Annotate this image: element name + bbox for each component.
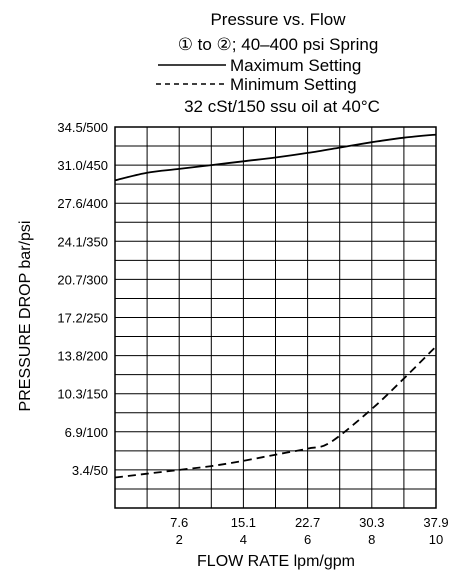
y-tick-labels: 3.4/50 6.9/100 10.3/150 13.8/200 17.2/250 20.…: [57, 120, 108, 478]
y-tick-label: 10.3/150: [57, 387, 108, 402]
x-tick-label-gpm: 4: [240, 532, 247, 547]
series-maximum-setting-line: [114, 133, 437, 182]
x-tick-label-lpm: 15.1: [231, 515, 256, 530]
x-tick-label-lpm: 30.3: [359, 515, 384, 530]
legend-minimum-label: Minimum Setting: [230, 75, 357, 94]
x-tick-label-gpm: 2: [176, 532, 183, 547]
y-tick-label: 3.4/50: [72, 463, 108, 478]
chart-title: Pressure vs. Flow: [210, 10, 346, 29]
y-tick-label: 20.7/300: [57, 272, 108, 287]
y-axis-label: PRESSURE DROP bar/psi: [17, 221, 34, 412]
y-tick-label: 6.9/100: [65, 425, 108, 440]
x-tick-label-gpm: 8: [368, 532, 375, 547]
y-tick-label: 17.2/250: [57, 311, 108, 326]
legend-maximum-label: Maximum Setting: [230, 56, 361, 75]
chart-grid: [114, 126, 437, 509]
x-tick-label-gpm: 6: [304, 532, 311, 547]
y-tick-label: 24.1/350: [57, 234, 108, 249]
series-minimum-setting-line: [114, 345, 437, 479]
x-tick-label-lpm: 7.6: [170, 515, 188, 530]
plot-frame: [114, 126, 437, 509]
x-tick-label-lpm: 37.9: [423, 515, 448, 530]
x-axis-label: FLOW RATE lpm/gpm: [197, 553, 355, 570]
y-tick-label: 13.8/200: [57, 349, 108, 364]
x-tick-label-lpm: 22.7: [295, 515, 320, 530]
x-tick-labels: 7.6 2 15.1 4 22.7 6 30.3 8 37.9 10: [170, 515, 448, 547]
x-tick-label-gpm: 10: [429, 532, 443, 547]
chart-subtitle: ① to ②; 40–400 psi Spring: [178, 35, 379, 54]
y-tick-label: 34.5/500: [57, 120, 108, 135]
y-tick-label: 27.6/400: [57, 196, 108, 211]
y-tick-label: 31.0/450: [57, 158, 108, 173]
chart-header: Pressure vs. Flow ① to ②; 40–400 psi Spr…: [156, 10, 380, 116]
chart-series: [114, 133, 437, 479]
chart-condition: 32 cSt/150 ssu oil at 40°C: [184, 97, 380, 116]
